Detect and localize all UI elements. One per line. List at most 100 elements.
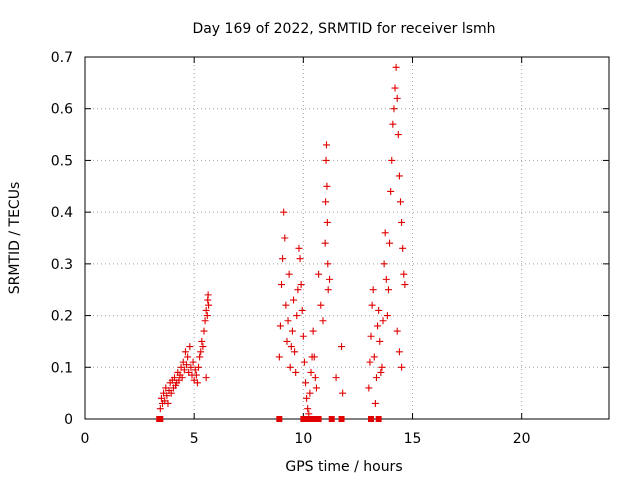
data-point (315, 270, 323, 278)
data-point (285, 270, 293, 278)
y-tick-labels: 0 0.1 0.2 0.3 0.4 0.5 0.6 0.7 (51, 50, 73, 428)
data-point (304, 405, 312, 413)
data-point (401, 281, 409, 289)
data-point (302, 379, 310, 387)
y-axis-label: SRMTID / TECUs (7, 182, 23, 295)
data-point (309, 327, 317, 335)
data-point (279, 255, 287, 263)
data-point (390, 105, 398, 113)
data-point (201, 317, 209, 325)
data-point (398, 363, 406, 371)
data-point (298, 306, 306, 314)
data-point (339, 389, 347, 397)
data-point-zero (306, 416, 313, 422)
data-point-zero (300, 416, 307, 422)
data-point (297, 281, 305, 289)
data-point (370, 353, 378, 361)
data-point (389, 120, 397, 128)
data-point (275, 353, 283, 361)
data-point (283, 337, 291, 345)
data-point (156, 405, 164, 413)
data-point (381, 229, 389, 237)
data-point (276, 322, 284, 330)
x-tick-labels: 0 5 10 15 20 (81, 431, 531, 447)
axis-ticks (84, 56, 609, 420)
data-point (332, 374, 340, 382)
x-tick-label: 10 (294, 431, 312, 447)
data-point (189, 358, 197, 366)
y-tick-label: 0.3 (51, 257, 73, 273)
data-point (375, 306, 383, 314)
data-point (181, 348, 189, 356)
data-point (280, 208, 288, 216)
data-point (324, 286, 332, 294)
data-point (204, 291, 212, 299)
data-point (322, 156, 330, 164)
data-point (322, 141, 330, 149)
x-tick-label: 20 (513, 431, 531, 447)
data-point (163, 392, 171, 400)
data-point (398, 218, 406, 226)
data-point (391, 84, 399, 92)
data-point (183, 361, 191, 369)
data-marks (156, 63, 409, 422)
data-point (393, 327, 401, 335)
data-point (307, 368, 315, 376)
data-point (395, 348, 403, 356)
data-point (200, 327, 208, 335)
data-point (294, 286, 302, 294)
data-point (394, 131, 402, 139)
data-point (338, 343, 346, 351)
data-point (386, 239, 394, 247)
data-point (193, 379, 201, 387)
data-point-zero (328, 416, 335, 422)
data-point-zero (368, 416, 375, 422)
data-point (388, 156, 396, 164)
data-point (284, 317, 292, 325)
data-point (287, 343, 295, 351)
data-point (164, 399, 172, 407)
data-point (197, 348, 205, 356)
data-point (278, 281, 285, 289)
data-point (192, 371, 200, 379)
data-point (378, 363, 386, 371)
data-point (377, 368, 385, 376)
data-point (299, 332, 307, 340)
data-point (205, 301, 213, 309)
data-point (184, 353, 192, 361)
data-point-zero (303, 416, 310, 422)
y-tick-label: 0 (64, 412, 73, 428)
x-tick-label: 5 (190, 431, 199, 447)
data-point (171, 374, 179, 382)
data-point (195, 363, 203, 371)
data-point (293, 312, 301, 320)
y-tick-label: 0.2 (51, 309, 73, 325)
data-point (306, 389, 314, 397)
data-point (312, 384, 320, 392)
y-tick-label: 0.5 (51, 153, 73, 169)
data-point (396, 198, 404, 206)
data-point-zero (276, 416, 283, 422)
data-point (323, 182, 331, 190)
data-point (187, 363, 195, 371)
data-point (382, 275, 390, 283)
data-point (376, 337, 384, 345)
data-point (288, 327, 296, 335)
data-point (303, 394, 311, 402)
y-tick-label: 0.4 (51, 205, 73, 221)
y-tick-label: 0.1 (51, 360, 73, 376)
grid-lines (85, 57, 609, 419)
data-point (365, 384, 373, 392)
data-point (326, 275, 334, 283)
data-point (380, 260, 388, 268)
data-point (393, 94, 401, 102)
data-point (311, 374, 319, 382)
data-point (400, 270, 408, 278)
data-point (286, 363, 294, 371)
data-point (202, 306, 210, 314)
data-point (295, 244, 303, 252)
data-point (324, 260, 332, 268)
data-point (395, 172, 403, 180)
x-tick-label: 15 (404, 431, 422, 447)
